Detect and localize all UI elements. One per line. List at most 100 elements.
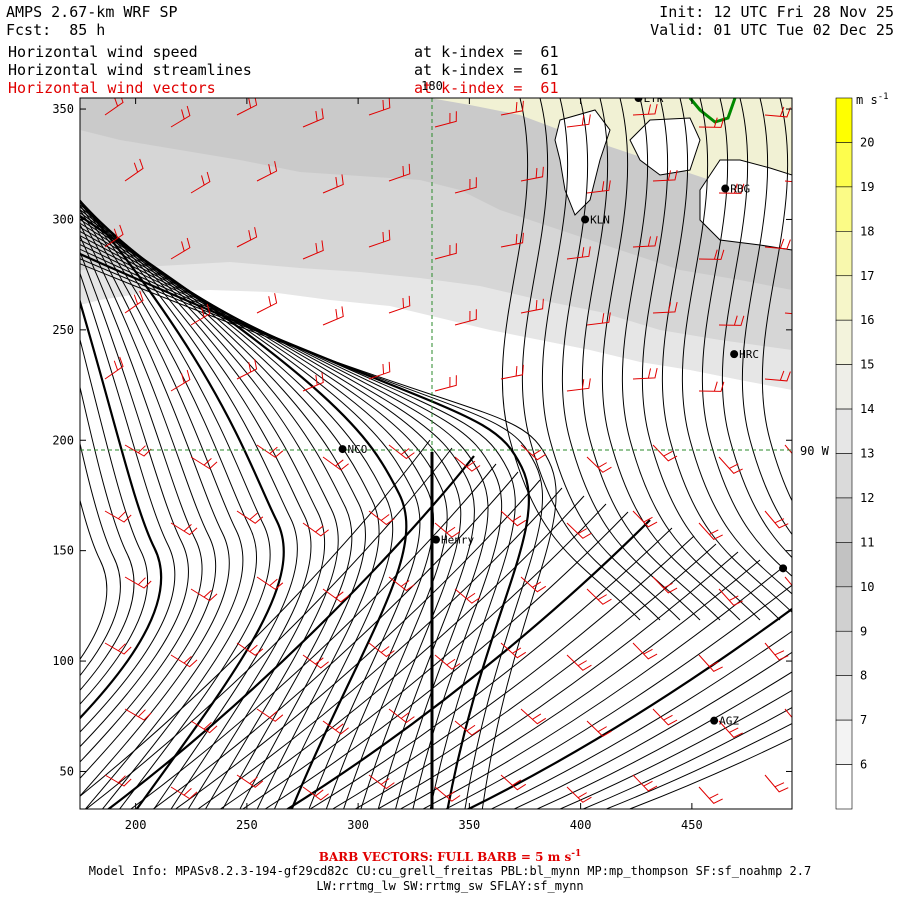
wind-barb	[434, 243, 457, 260]
wind-barb	[302, 522, 329, 537]
colorbar-segment	[835, 186, 853, 232]
streamline	[80, 199, 285, 809]
wind-barb	[764, 774, 789, 793]
streamline	[80, 252, 530, 809]
wind-barb	[698, 249, 725, 260]
field-name-streamlines: Horizontal wind streamlines	[8, 61, 252, 79]
colorbar-segment	[835, 497, 853, 543]
wind-barb	[698, 654, 723, 672]
wind-barb	[104, 224, 124, 248]
wind-barb	[124, 290, 144, 314]
wind-barb	[368, 510, 395, 526]
streamline	[80, 204, 353, 809]
wind-barb	[718, 183, 745, 194]
streamline	[80, 214, 408, 809]
wind-barb	[652, 576, 678, 594]
streamline	[80, 235, 203, 763]
streamline	[174, 479, 541, 809]
wind-barb	[566, 654, 592, 671]
colorbar-segment	[835, 453, 853, 499]
wind-barb	[368, 229, 391, 248]
wind-barb	[434, 375, 457, 392]
streamline	[354, 543, 717, 809]
model-title: AMPS 2.67-km WRF SP	[6, 3, 178, 21]
wind-barb	[586, 456, 612, 473]
wind-barb	[434, 654, 461, 670]
streamline	[80, 226, 448, 809]
streamline	[80, 200, 326, 809]
streamline	[376, 551, 739, 809]
streamline	[490, 630, 792, 809]
streamlines	[80, 98, 792, 809]
green-contour	[688, 98, 737, 124]
wind-barb	[632, 103, 658, 116]
streamlines-bold	[80, 199, 792, 809]
colorbar-segment	[835, 586, 853, 632]
colorbar-segment	[835, 542, 853, 588]
streamline	[80, 208, 244, 809]
wind-barb	[586, 312, 611, 326]
streamline	[80, 214, 230, 797]
colorbar-segment	[835, 408, 853, 454]
colorbar-segment	[835, 142, 853, 188]
colorbar-label: 18	[860, 224, 874, 238]
map-area: LYR RBG KLN HRC NCO Henry AGZ	[80, 98, 792, 809]
y-tick-label: 150	[52, 544, 74, 558]
wind-barb	[764, 106, 791, 118]
wind-barb	[566, 786, 592, 803]
model-info: Model Info: MPASv8.2.3-194-gf29cd82c CU:…	[88, 864, 812, 878]
y-tick-label: 200	[52, 433, 74, 447]
x-tick-label: 300	[347, 818, 369, 832]
streamline	[422, 567, 783, 809]
wind-barb	[500, 232, 524, 248]
colorbar: 20 19 18 17 16 15 14 13 12 11 10 9 8 7 6	[835, 97, 874, 810]
streamline	[621, 98, 761, 621]
wind-barb	[322, 456, 349, 471]
streamline	[80, 222, 435, 809]
streamline	[561, 98, 701, 621]
station-marker	[710, 716, 719, 725]
wind-barb	[764, 370, 791, 382]
wind-barb	[784, 576, 792, 587]
streamline	[80, 199, 312, 809]
y-tick-label: 100	[52, 654, 74, 668]
wind-barb	[124, 576, 152, 589]
station-label: AGZ	[719, 715, 739, 728]
colorbar-label: 7	[860, 713, 867, 727]
stations: LYR RBG KLN HRC NCO Henry AGZ	[338, 98, 788, 728]
wind-barb	[104, 356, 124, 380]
wind-barb	[632, 642, 658, 660]
streamline	[721, 98, 792, 559]
streamline	[80, 439, 431, 797]
x-tick-label: 250	[236, 818, 258, 832]
streamline	[80, 202, 339, 809]
wind-barb	[256, 576, 284, 590]
wind-barb	[104, 774, 132, 787]
init-time: Init: 12 UTC Fri 28 Nov 25	[659, 3, 894, 21]
wind-barb	[190, 720, 218, 734]
colorbar-label: 12	[860, 491, 874, 505]
wind-barb	[368, 98, 391, 116]
wind-barb	[566, 246, 591, 260]
wind-barb	[236, 642, 264, 656]
wind-barb	[190, 171, 211, 194]
wind-barb	[124, 444, 152, 457]
wind-barb	[500, 642, 527, 659]
wind-barb	[454, 720, 481, 736]
wind-barb	[368, 774, 395, 790]
wind-barb	[256, 161, 278, 182]
barb-legend: BARB VECTORS: FULL BARB = 5 m s-1	[318, 849, 582, 864]
colorbar-label: 8	[860, 669, 867, 683]
wind-barb	[652, 444, 678, 462]
x-tick-label: 450	[681, 818, 703, 832]
wind-barb	[500, 774, 527, 791]
station-label: RBG	[730, 183, 750, 196]
wind-barb	[170, 105, 191, 128]
wind-barb	[784, 444, 792, 455]
wind-barb	[236, 774, 264, 788]
wind-barb	[302, 654, 329, 669]
wind-barb	[322, 174, 344, 194]
wind-barb	[190, 456, 218, 470]
streamline	[681, 98, 792, 595]
valid-time: Valid: 01 UTC Tue 02 Dec 25	[650, 21, 894, 39]
